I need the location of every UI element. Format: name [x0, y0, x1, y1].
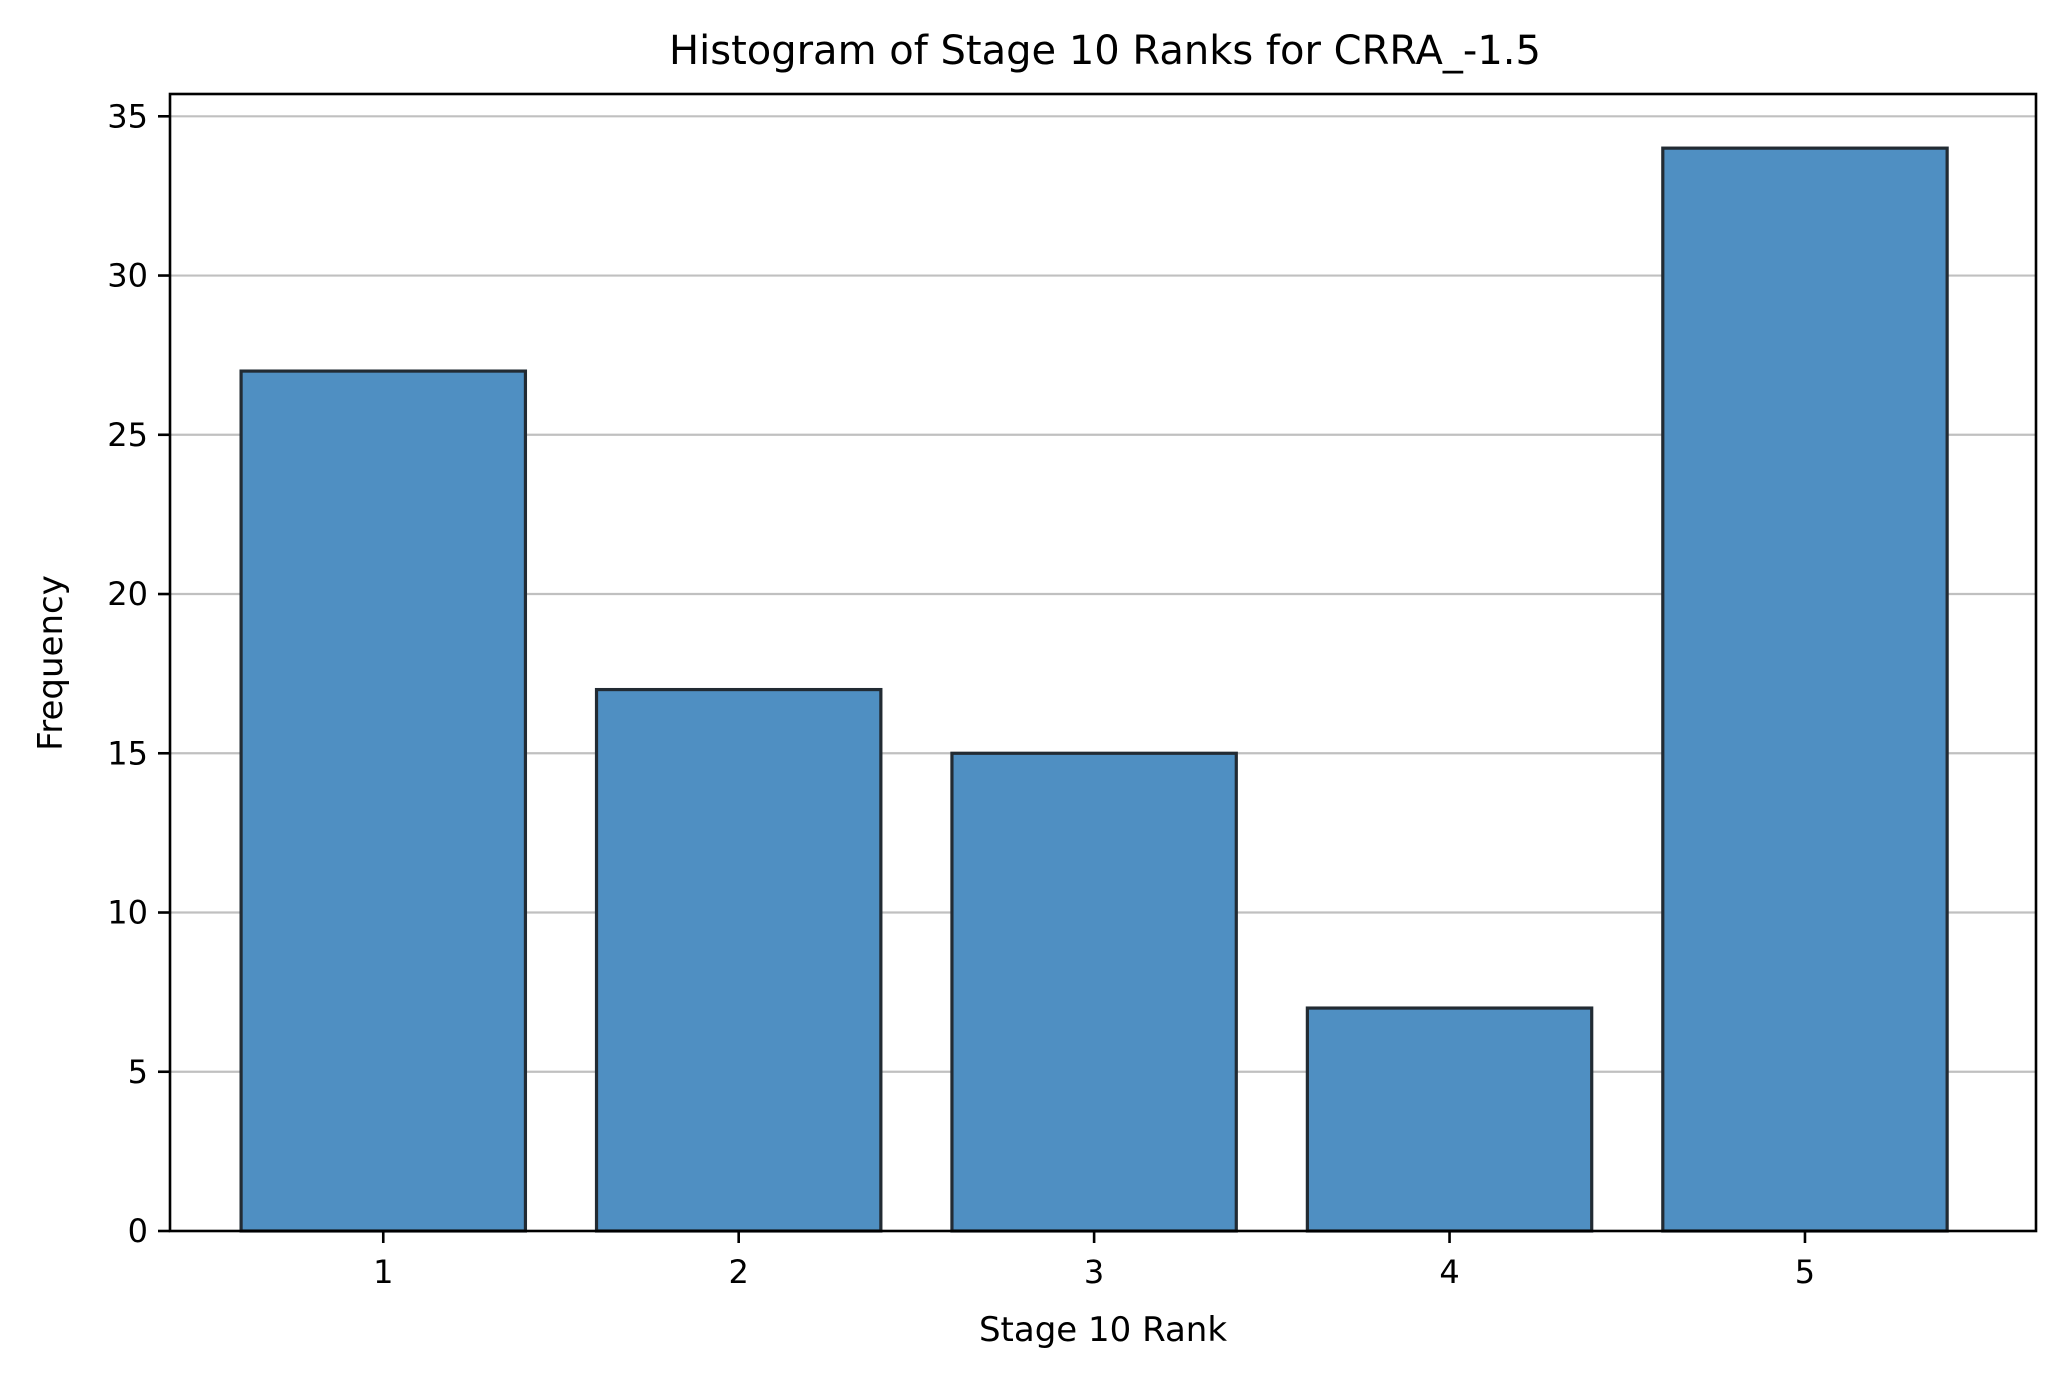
- y-tick-label-35: 35: [107, 97, 148, 135]
- y-tick-label-0: 0: [128, 1212, 148, 1250]
- plot-frame: [168, 92, 2038, 1233]
- x-tick-label-4: 4: [1439, 1253, 1459, 1291]
- x-axis-label: Stage 10 Rank: [979, 1310, 1227, 1350]
- y-tick-label-25: 25: [107, 416, 148, 454]
- y-tick-label-10: 10: [107, 894, 148, 932]
- x-axis-ticks: 1 2 3 4 5: [373, 1231, 1815, 1291]
- y-axis-label: Frequency: [31, 575, 71, 751]
- y-tick-label-20: 20: [107, 575, 148, 613]
- y-tick-label-5: 5: [128, 1053, 148, 1091]
- y-tick-label-15: 15: [107, 734, 148, 772]
- x-tick-label-1: 1: [373, 1253, 393, 1291]
- x-tick-label-3: 3: [1084, 1253, 1104, 1291]
- bar-rank-2: [594, 687, 883, 1233]
- bar-rank-1: [239, 369, 528, 1233]
- bar-rank-5: [1661, 146, 1949, 1233]
- bar-rank-3: [950, 751, 1238, 1233]
- y-tick-label-30: 30: [107, 257, 148, 295]
- bars: [239, 146, 1949, 1233]
- chart-title: Histogram of Stage 10 Ranks for CRRA_-1.…: [669, 28, 1541, 74]
- bar-rank-4: [1305, 1006, 1594, 1233]
- x-tick-label-2: 2: [729, 1253, 749, 1291]
- x-tick-label-5: 5: [1795, 1253, 1815, 1291]
- y-axis-ticks: 0 5 10 15 20 25 30 35: [107, 97, 170, 1250]
